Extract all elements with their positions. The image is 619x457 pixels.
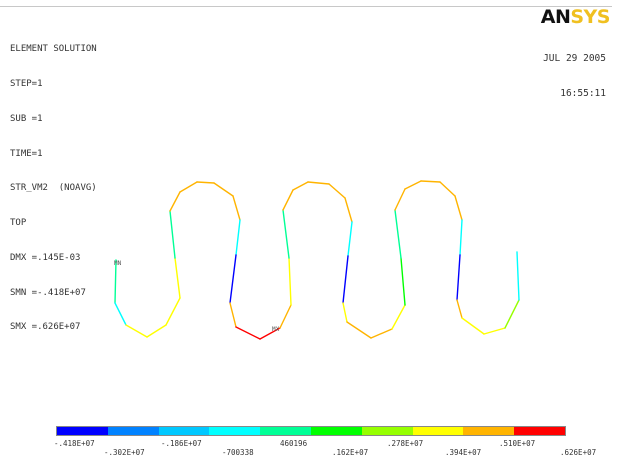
element-segment-31 <box>391 304 406 330</box>
element-segment-6 <box>174 257 181 299</box>
element-segment-40 <box>456 254 461 301</box>
logo-part-sys: SYS <box>570 6 610 28</box>
element-segments <box>114 180 520 340</box>
legend-swatch-5 <box>260 427 311 435</box>
element-segment-21 <box>282 189 294 211</box>
element-segment-30 <box>370 328 393 339</box>
element-segment-7 <box>169 210 176 259</box>
max-marker: MX <box>272 326 280 333</box>
smx-line: SMX =.626E+07 <box>10 322 81 333</box>
element-segment-27 <box>342 255 349 304</box>
sub-line: SUB =1 <box>10 113 43 124</box>
legend-label-lower-3: .162E+07 <box>332 448 369 457</box>
element-segment-20 <box>282 209 290 259</box>
element-segment-16 <box>235 326 261 340</box>
solution-title: ELEMENT SOLUTION <box>10 44 97 55</box>
element-segment-11 <box>213 182 234 197</box>
step-line: STEP=1 <box>10 78 43 89</box>
legend-label-lower-2: -700338 <box>222 448 254 457</box>
element-segment-18 <box>279 304 292 329</box>
element-segment-34 <box>394 188 406 211</box>
legend-swatch-10 <box>514 427 565 435</box>
element-segment-38 <box>454 195 463 221</box>
element-segment-28 <box>342 302 348 323</box>
legend-label-lower-5: .626E+07 <box>560 448 597 457</box>
legend-swatch-7 <box>361 427 413 435</box>
legend-swatch-9 <box>463 427 515 435</box>
element-segment-24 <box>328 183 346 199</box>
solution-info: ELEMENT SOLUTION STEP=1 SUB =1 TIME=1 ST… <box>10 21 97 357</box>
element-segment-45 <box>516 251 520 301</box>
element-segment-25 <box>344 197 353 223</box>
legend-label-upper-3: 460196 <box>280 439 308 448</box>
legend-label-lower-1: -.302E+07 <box>104 448 145 457</box>
element-segment-4 <box>146 324 167 338</box>
element-segment-14 <box>229 254 237 304</box>
legend-swatch-2 <box>107 427 159 435</box>
element-segment-5 <box>165 297 181 326</box>
element-segment-41 <box>456 299 463 319</box>
element-segment-12 <box>232 195 241 221</box>
legend-label-upper-2: -.186E+07 <box>161 439 202 448</box>
element-segment-10 <box>196 181 215 184</box>
legend-swatch-6 <box>310 427 362 435</box>
smn-line: SMN =-.418E+07 <box>10 287 86 298</box>
element-segment-13 <box>235 219 241 256</box>
legend-swatch-1 <box>57 427 108 435</box>
contour-legend-bar <box>56 426 566 436</box>
element-segment-8 <box>169 191 181 212</box>
time-line: TIME=1 <box>10 148 43 159</box>
logo-part-an: AN <box>540 6 571 28</box>
element-segment-43 <box>483 327 506 335</box>
time-text: 16:55:11 <box>560 87 606 99</box>
element-segment-42 <box>461 317 485 335</box>
element-segment-37 <box>439 181 456 197</box>
top-rule <box>0 6 612 7</box>
element-segment-23 <box>307 181 330 185</box>
legend-label-upper-4: .278E+07 <box>387 439 424 448</box>
element-segment-1 <box>114 259 117 304</box>
date-time: JUL 29 2005 16:55:11 <box>543 30 606 122</box>
element-segment-36 <box>420 180 441 183</box>
legend-label-upper-5: .510E+07 <box>499 439 536 448</box>
legend-swatch-4 <box>209 427 261 435</box>
element-segment-15 <box>229 302 237 328</box>
min-marker: MN <box>114 260 122 267</box>
legend-label-upper-1: -.418E+07 <box>54 439 95 448</box>
layer-line: TOP <box>10 218 27 229</box>
element-segment-39 <box>459 219 463 256</box>
element-segment-22 <box>292 181 309 191</box>
element-segment-26 <box>347 221 353 257</box>
result-item-line: STR_VM2 (NOAVG) <box>10 183 97 194</box>
element-segment-33 <box>394 209 402 259</box>
legend-label-lower-4: .394E+07 <box>445 448 482 457</box>
element-segment-32 <box>400 257 406 306</box>
legend-swatch-3 <box>158 427 210 435</box>
element-segment-29 <box>346 321 372 339</box>
ansys-logo: ANSYS <box>540 6 611 28</box>
element-segment-35 <box>404 180 422 190</box>
element-segment-2 <box>114 302 127 326</box>
element-segment-3 <box>125 324 148 338</box>
element-segment-17 <box>259 327 281 340</box>
element-segment-9 <box>179 181 198 193</box>
date-text: JUL 29 2005 <box>543 53 606 64</box>
element-segment-19 <box>288 257 292 306</box>
element-segment-44 <box>504 299 520 329</box>
legend-swatch-8 <box>412 427 464 435</box>
dmx-line: DMX =.145E-03 <box>10 252 81 263</box>
